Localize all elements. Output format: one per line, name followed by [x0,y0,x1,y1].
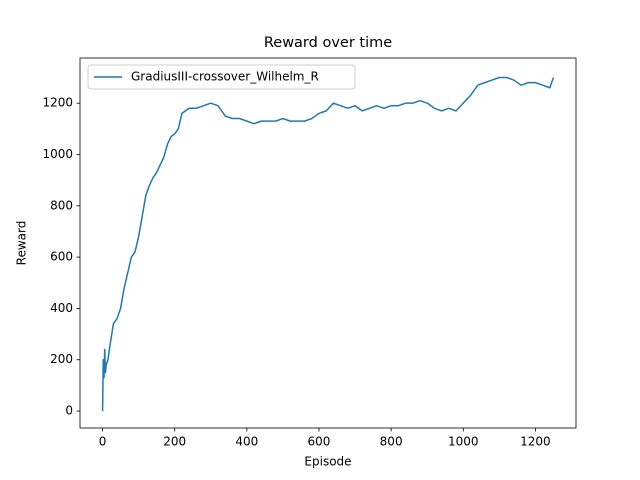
y-tick-label: 600 [50,250,73,264]
y-tick-label: 800 [50,198,73,212]
legend-label: GradiusIII-crossover_Wilhelm_R [131,70,319,84]
x-tick-label: 1200 [520,435,551,449]
y-tick-label: 0 [65,404,73,418]
plot-frame [79,57,577,429]
y-tick-label: 400 [50,301,73,315]
y-tick-label: 1000 [42,147,73,161]
chart-title: Reward over time [264,35,392,51]
x-tick-label: 400 [235,435,258,449]
x-axis-label: Episode [304,455,351,469]
x-tick-label: 0 [99,435,107,449]
x-tick-label: 200 [163,435,186,449]
x-tick-label: 800 [380,435,403,449]
x-tick-label: 1000 [448,435,479,449]
legend-box [87,64,356,90]
y-axis-label: Reward [15,221,29,266]
series-line [101,76,555,412]
y-tick-label: 200 [50,352,73,366]
y-tick-label: 1200 [42,96,73,110]
x-tick-label: 600 [308,435,331,449]
